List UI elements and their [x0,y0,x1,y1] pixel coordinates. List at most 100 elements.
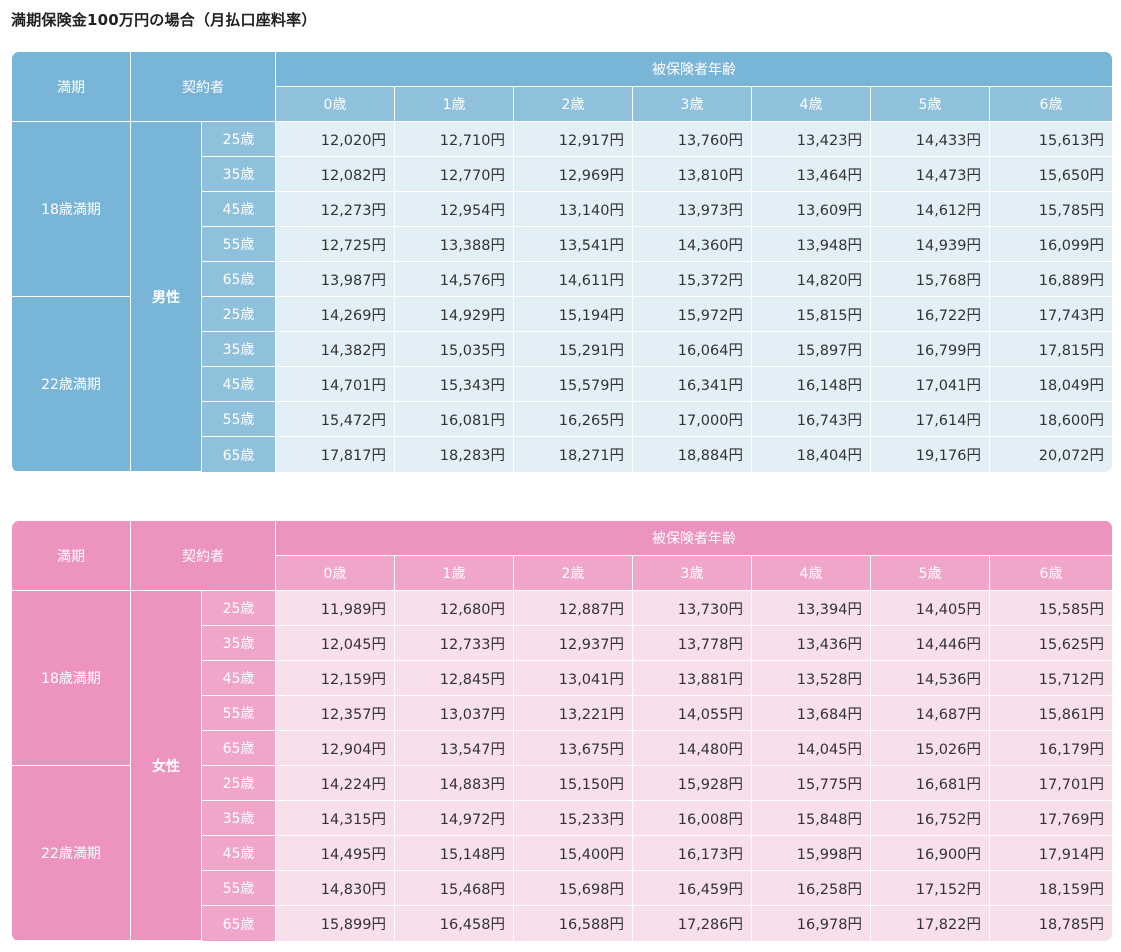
premium-value-cell: 14,972円 [395,801,514,836]
premium-value-cell: 18,600円 [990,402,1112,437]
premium-value-cell: 12,770円 [395,157,514,192]
contractor-age-cell: 65歳 [202,731,276,766]
contractor-age-cell: 25歳 [202,297,276,332]
premium-value-cell: 17,701円 [990,766,1112,801]
premium-value-cell: 12,082円 [276,157,395,192]
premium-value-cell: 15,815円 [752,297,871,332]
premium-value-cell: 16,341円 [633,367,752,402]
premium-value-cell: 15,026円 [871,731,990,766]
contractor-age-cell: 35歳 [202,332,276,367]
header-term: 満期 [12,52,131,122]
table-row: 55歳 14,830円 15,468円 15,698円 16,459円 16,258円 17… [12,871,1112,906]
premium-value-cell: 16,978円 [752,906,871,941]
premium-value-cell: 17,286円 [633,906,752,941]
premium-table-male: 満期 契約者 被保険者年齢 0歳 1歳 2歳 3歳 4歳 5歳 6歳 18歳満期 男性 25歳 12,02… [12,52,1112,472]
premium-value-cell: 14,929円 [395,297,514,332]
premium-value-cell: 15,585円 [990,591,1112,626]
contractor-age-cell: 45歳 [202,367,276,402]
premium-value-cell: 16,179円 [990,731,1112,766]
premium-value-cell: 14,611円 [514,262,633,297]
premium-value-cell: 13,041円 [514,661,633,696]
premium-value-cell: 13,221円 [514,696,633,731]
premium-value-cell: 14,269円 [276,297,395,332]
premium-table-female: 満期 契約者 被保険者年齢 0歳 1歳 2歳 3歳 4歳 5歳 6歳 18歳満期 女性 25歳 11,98… [12,521,1112,941]
contractor-age-cell: 45歳 [202,192,276,227]
premium-value-cell: 13,436円 [752,626,871,661]
premium-value-cell: 13,684円 [752,696,871,731]
premium-value-cell: 16,173円 [633,836,752,871]
premium-value-cell: 19,176円 [871,437,990,472]
table-row: 22歳満期 25歳 14,224円 14,883円 15,150円 15,928円 15,7… [12,766,1112,941]
premium-value-cell: 16,799円 [871,332,990,367]
contractor-age-cell: 65歳 [202,437,276,472]
premium-value-cell: 15,233円 [514,801,633,836]
premium-value-cell: 15,343円 [395,367,514,402]
premium-value-cell: 13,973円 [633,192,752,227]
table-row: 65歳 15,899円 16,458円 16,588円 17,286円 16,978円 17… [12,906,1112,941]
premium-value-cell: 13,541円 [514,227,633,262]
table-row: 45歳 14,701円 15,343円 15,579円 16,341円 16,148円 17… [12,367,1112,402]
premium-value-cell: 14,382円 [276,332,395,367]
premium-value-cell: 16,265円 [514,402,633,437]
term-cell: 22歳満期 [12,766,131,941]
table-row: 18歳満期 女性 25歳 11,989円 12,680円 12,887円 13,730円 13… [12,591,1112,941]
header-insured-age-col: 1歳 [395,87,514,122]
premium-value-cell: 14,055円 [633,696,752,731]
term-cell: 18歳満期 [12,591,131,766]
premium-value-cell: 14,830円 [276,871,395,906]
premium-value-cell: 13,760円 [633,122,752,157]
premium-value-cell: 14,701円 [276,367,395,402]
premium-value-cell: 15,400円 [514,836,633,871]
premium-value-cell: 17,817円 [276,437,395,472]
premium-value-cell: 15,698円 [514,871,633,906]
premium-value-cell: 12,357円 [276,696,395,731]
premium-value-cell: 17,769円 [990,801,1112,836]
premium-value-cell: 14,536円 [871,661,990,696]
premium-value-cell: 13,528円 [752,661,871,696]
premium-value-cell: 15,768円 [871,262,990,297]
premium-value-cell: 14,820円 [752,262,871,297]
contractor-age-cell: 55歳 [202,402,276,437]
premium-value-cell: 16,459円 [633,871,752,906]
table-row: 35歳 12,045円 12,733円 12,937円 13,778円 13,436円 14… [12,626,1112,661]
premium-value-cell: 13,675円 [514,731,633,766]
premium-value-cell: 13,948円 [752,227,871,262]
premium-value-cell: 13,881円 [633,661,752,696]
contractor-age-cell: 25歳 [202,122,276,157]
premium-value-cell: 12,887円 [514,591,633,626]
premium-value-cell: 12,969円 [514,157,633,192]
premium-value-cell: 15,650円 [990,157,1112,192]
premium-value-cell: 16,722円 [871,297,990,332]
contractor-age-cell: 55歳 [202,871,276,906]
header-insured-age-col: 3歳 [633,87,752,122]
contractor-age-cell: 35歳 [202,801,276,836]
premium-value-cell: 16,752円 [871,801,990,836]
premium-value-cell: 13,140円 [514,192,633,227]
premium-value-cell: 14,480円 [633,731,752,766]
premium-value-cell: 15,848円 [752,801,871,836]
header-insured-age-col: 5歳 [871,87,990,122]
header-insured-age-col: 4歳 [752,87,871,122]
premium-value-cell: 12,917円 [514,122,633,157]
header-insured-age-col: 1歳 [395,556,514,591]
premium-value-cell: 16,889円 [990,262,1112,297]
premium-value-cell: 14,473円 [871,157,990,192]
header-contractor: 契約者 [131,52,276,122]
contractor-sex-cell: 女性 [131,591,202,941]
premium-value-cell: 15,150円 [514,766,633,801]
premium-value-cell: 17,614円 [871,402,990,437]
premium-value-cell: 16,588円 [514,906,633,941]
premium-value-cell: 16,064円 [633,332,752,367]
premium-value-cell: 15,712円 [990,661,1112,696]
premium-value-cell: 12,020円 [276,122,395,157]
premium-value-cell: 17,743円 [990,297,1112,332]
premium-value-cell: 12,904円 [276,731,395,766]
premium-value-cell: 15,148円 [395,836,514,871]
premium-value-cell: 14,495円 [276,836,395,871]
premium-value-cell: 15,785円 [990,192,1112,227]
premium-value-cell: 15,899円 [276,906,395,941]
premium-value-cell: 16,008円 [633,801,752,836]
premium-value-cell: 17,152円 [871,871,990,906]
table-row: 35歳 14,315円 14,972円 15,233円 16,008円 15,848円 16… [12,801,1112,836]
premium-value-cell: 13,464円 [752,157,871,192]
